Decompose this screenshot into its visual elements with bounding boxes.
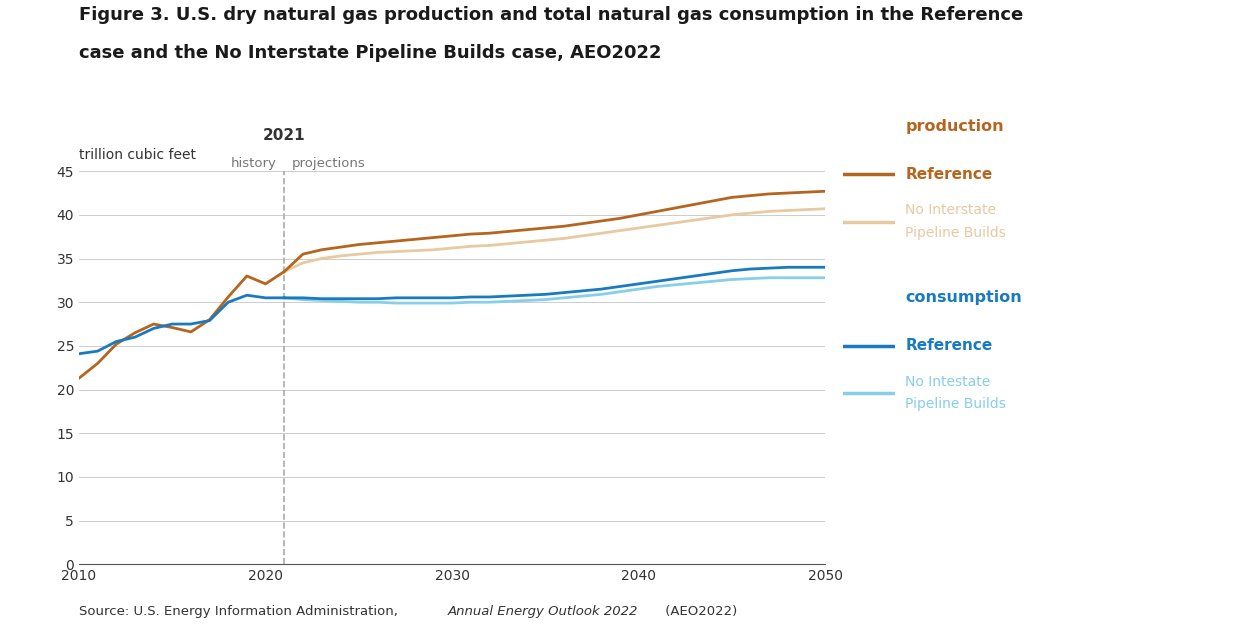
- Text: (AEO2022): (AEO2022): [661, 605, 737, 618]
- Text: history: history: [231, 157, 277, 170]
- Text: production: production: [905, 119, 1004, 134]
- Text: case and the No Interstate Pipeline Builds case, AEO2022: case and the No Interstate Pipeline Buil…: [79, 44, 662, 62]
- Text: No Intestate: No Intestate: [905, 375, 991, 389]
- Text: Reference: Reference: [905, 338, 993, 353]
- Text: Reference: Reference: [905, 167, 993, 182]
- Text: Annual Energy Outlook 2022: Annual Energy Outlook 2022: [448, 605, 638, 618]
- Text: Pipeline Builds: Pipeline Builds: [905, 398, 1006, 411]
- Text: consumption: consumption: [905, 290, 1022, 306]
- Text: Source: U.S. Energy Information Administration,: Source: U.S. Energy Information Administ…: [79, 605, 403, 618]
- Text: No Interstate: No Interstate: [905, 204, 997, 217]
- Text: Figure 3. U.S. dry natural gas production and total natural gas consumption in t: Figure 3. U.S. dry natural gas productio…: [79, 6, 1023, 24]
- Text: 2021: 2021: [263, 127, 306, 143]
- Text: Pipeline Builds: Pipeline Builds: [905, 226, 1006, 240]
- Text: projections: projections: [292, 157, 365, 170]
- Text: trillion cubic feet: trillion cubic feet: [79, 148, 196, 162]
